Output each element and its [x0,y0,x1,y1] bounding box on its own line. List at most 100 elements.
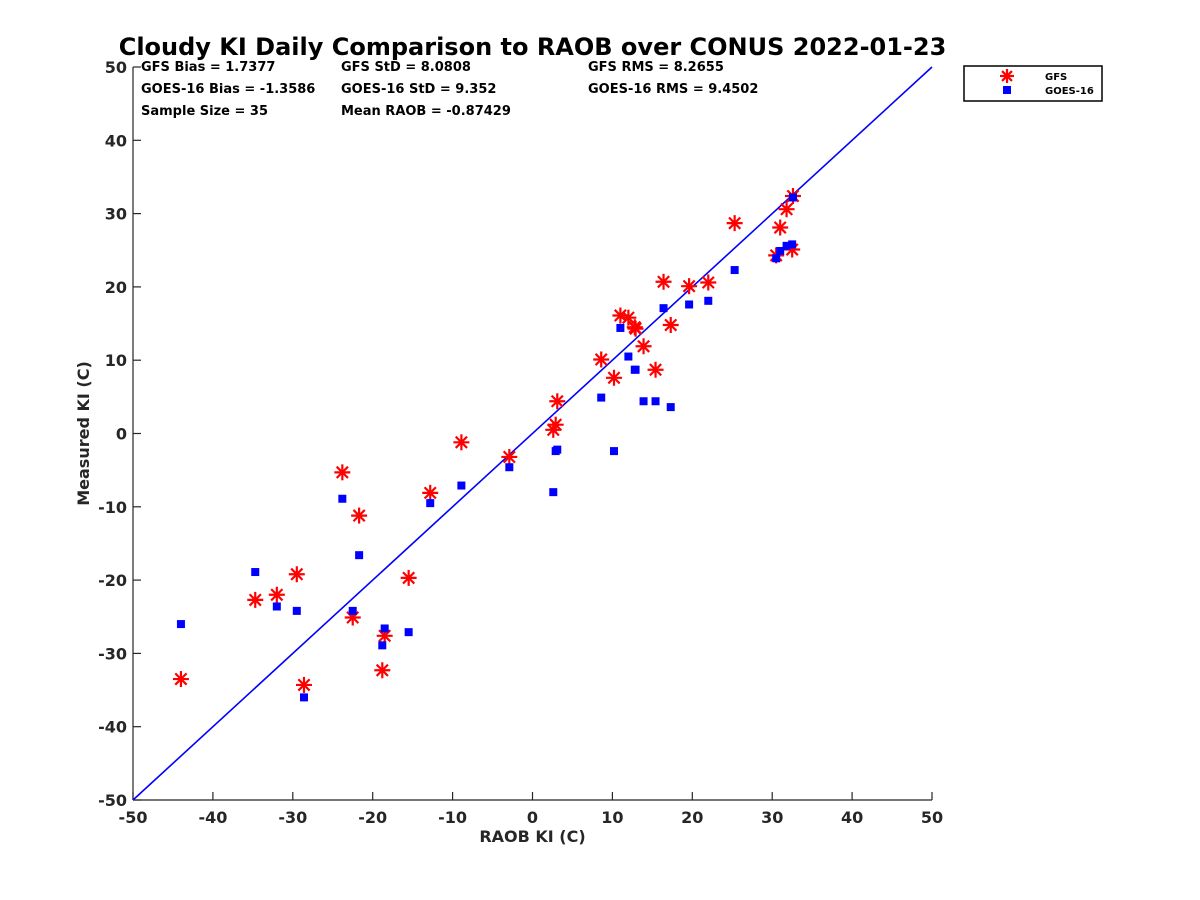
goes16-point [292,606,301,615]
goes16-point [624,352,633,361]
gfs-point [593,351,610,368]
series-goes-16 [176,193,797,702]
chart-title: Cloudy KI Daily Comparison to RAOB over … [119,33,947,61]
statistics-block: GFS Bias = 1.7377 GFS StD = 8.0808 GFS RMS… [141,60,758,119]
goes16-point [553,445,562,454]
stat-text: GFS StD = 8.0808 [341,60,471,75]
y-tick-label: 30 [105,205,127,224]
goes16-point [176,620,185,629]
goes16-point [772,254,781,263]
stat-text: Sample Size = 35 [141,104,268,119]
goes16-point [609,447,618,456]
goes16-point [251,568,260,577]
gfs-point [778,201,795,218]
gfs-point [655,273,672,290]
x-tick-label: 50 [921,808,943,827]
gfs-point [549,393,566,410]
gfs-point [400,569,417,586]
stat-text: GOES-16 Bias = -1.3586 [141,82,315,97]
gfs-point [422,484,439,501]
goes16-point [597,393,606,402]
goes16-point [426,499,435,508]
x-tick-label: 30 [761,808,783,827]
x-tick-label: -20 [358,808,387,827]
y-tick-label: -50 [98,791,127,810]
y-tick-label: 20 [105,278,127,297]
x-tick-label: 0 [527,808,538,827]
goes16-point [505,463,514,472]
y-tick-label: -20 [98,571,127,590]
one-to-one-line [132,66,933,801]
legend: GFS GOES-16 [963,65,1103,102]
x-tick-label: 10 [601,808,623,827]
x-tick-label: -50 [119,808,148,827]
gfs-point [268,586,285,603]
gfs-point [288,566,305,583]
goes16-point [651,397,660,406]
goes16-point [788,240,797,249]
stat-text: GFS Bias = 1.7377 [141,60,275,75]
goes16-point [685,300,694,309]
goes16-point [704,296,713,305]
gfs-point [605,369,622,386]
goes16-point [639,397,648,406]
goes16-point [616,323,625,332]
gfs-point [726,215,743,232]
goes16-point [782,241,791,250]
goes16-point [631,365,640,374]
gfs-point [700,274,717,291]
stat-text: GOES-16 RMS = 9.4502 [588,82,758,97]
gfs-point [453,434,470,451]
gfs-point [647,361,664,378]
gfs-point [172,671,189,688]
legend-label: GFS [1045,72,1067,83]
gfs-point [662,317,679,334]
y-tick-label: 0 [116,425,127,444]
stat-text: GFS RMS = 8.2655 [588,60,724,75]
legend-gfs-marker [1000,69,1014,83]
goes16-point [299,693,308,702]
gfs-point [635,338,652,355]
stat-text: Mean RAOB = -0.87429 [341,104,511,119]
x-tick-label: -40 [198,808,227,827]
gfs-point [374,662,391,679]
y-tick-label: -40 [98,718,127,737]
gfs-point [501,448,518,465]
legend-label: GOES-16 [1045,86,1094,97]
x-tick-label: -30 [278,808,307,827]
x-axis-label: RAOB KI (C) [479,827,585,846]
gfs-point [627,320,644,337]
goes16-point [348,606,357,615]
goes16-point [776,246,785,255]
goes16-point [272,602,281,611]
goes16-point [730,266,739,275]
gfs-point [547,416,564,433]
goes16-point [380,624,389,633]
series-gfs [172,188,801,693]
gfs-point [295,676,312,693]
gfs-point [351,507,368,524]
stat-text: GOES-16 StD = 9.352 [341,82,496,97]
plot-area: -50 -40 -30 -20 -10 0 10 20 30 40 50 -50 -40 -30 -20 -1… [98,58,943,827]
y-tick-label: 10 [105,351,127,370]
gfs-point [681,278,698,295]
gfs-point [620,309,637,326]
goes16-point [659,304,668,313]
goes16-point [338,494,347,503]
goes16-point [457,481,466,490]
y-tick-label: 40 [105,131,127,150]
gfs-point [247,591,264,608]
y-tick-label: -10 [98,498,127,517]
legend-box [963,65,1103,102]
goes16-point [549,488,558,497]
y-tick-label: -30 [98,644,127,663]
goes16-point [666,403,675,412]
gfs-point [334,464,351,481]
y-axis-label: Measured KI (C) [74,361,93,506]
x-tick-label: 20 [681,808,703,827]
gfs-point [772,219,789,236]
goes16-point [404,628,413,637]
goes16-point [788,193,797,202]
legend-goes16-marker [1003,86,1011,94]
